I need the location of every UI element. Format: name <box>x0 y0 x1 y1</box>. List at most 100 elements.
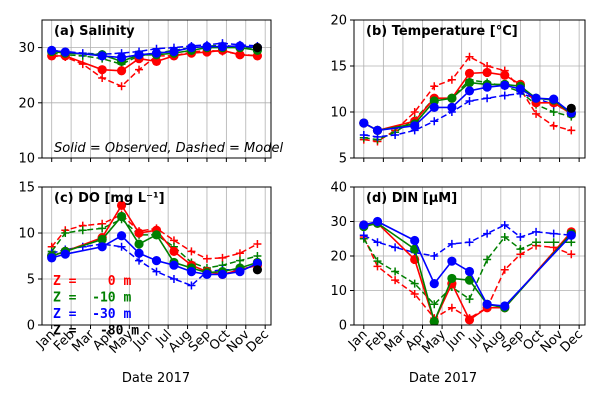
observed-point <box>116 211 127 222</box>
observed-point <box>202 41 212 52</box>
model-point <box>98 224 107 233</box>
observed-point <box>566 230 576 240</box>
observed-point <box>429 102 439 112</box>
model-point <box>373 238 382 247</box>
model-point <box>135 65 144 74</box>
observed-point <box>151 256 162 266</box>
observed-point <box>235 41 245 51</box>
model-point <box>447 303 456 312</box>
axes-frame <box>353 19 586 159</box>
model-point <box>447 75 456 84</box>
observed-point <box>482 82 492 92</box>
model-point <box>135 256 144 265</box>
y-tick-label: 10 <box>330 106 347 121</box>
observed-point <box>429 96 439 106</box>
observed-point <box>359 220 369 230</box>
y-tick-label: 15 <box>18 181 35 196</box>
observed-point <box>97 65 107 75</box>
observed-point <box>429 316 439 325</box>
model-point <box>465 295 474 304</box>
model-point <box>549 229 558 238</box>
observed-point <box>464 68 475 78</box>
observed-point <box>116 200 127 210</box>
observed-point <box>235 267 245 277</box>
y-tick-label: 20 <box>330 250 347 265</box>
observed-point <box>566 103 576 113</box>
model-point <box>532 227 541 236</box>
observed-point <box>60 47 70 57</box>
y-tick-label: 15 <box>330 60 347 75</box>
y-tick-label: 10 <box>18 152 35 167</box>
observed-point <box>134 50 144 60</box>
model-point <box>567 126 576 135</box>
model-point <box>253 240 262 249</box>
observed-point <box>97 51 107 61</box>
observed-point <box>464 77 475 88</box>
model-point <box>516 245 525 254</box>
observed-point <box>202 269 212 279</box>
model-point <box>373 257 382 266</box>
model-point <box>483 229 492 238</box>
model-point <box>169 275 178 283</box>
model-point <box>430 117 439 126</box>
y-tick-label: 40 <box>330 181 347 196</box>
model-point <box>500 91 509 100</box>
model-point <box>500 233 509 242</box>
observed-point <box>97 234 107 245</box>
y-tick-label: 30 <box>18 41 35 56</box>
model-point <box>465 238 474 247</box>
model-point <box>391 243 400 252</box>
y-tick-label: 5 <box>339 152 347 167</box>
observed-point <box>134 248 144 258</box>
observed-point <box>464 315 475 325</box>
x-tick-label: Jun <box>443 327 469 353</box>
model-point <box>152 267 161 276</box>
observed-point <box>447 102 457 112</box>
observed-point <box>186 267 197 277</box>
model-point <box>359 131 368 139</box>
observed-point <box>116 66 127 76</box>
model-point <box>483 255 492 264</box>
observed-point <box>515 84 525 94</box>
legend-entry: Z = 0 m <box>53 274 131 289</box>
model-point <box>500 220 509 229</box>
panel-salinity: 10 20 30 (a) Salinity <box>18 19 272 167</box>
model-point <box>549 108 558 116</box>
legend-entry: Z = -10 m <box>53 291 131 306</box>
series-group <box>359 216 576 325</box>
model-point <box>483 94 492 103</box>
observed-point <box>169 246 179 256</box>
observed-point <box>447 256 457 266</box>
model-point <box>500 265 509 274</box>
observed-point <box>186 43 197 53</box>
observed-point <box>134 239 144 249</box>
model-point <box>391 267 400 276</box>
observed-point <box>500 301 510 311</box>
observed-point <box>410 121 420 131</box>
observed-point <box>217 41 228 52</box>
observed-point <box>531 93 541 103</box>
observed-point <box>252 265 263 275</box>
observed-point <box>410 235 420 246</box>
observed-point <box>482 299 492 309</box>
panel-din: 010203040JanFebMarAprMayJunJulAugSepOctN… <box>330 181 586 357</box>
model-point <box>430 252 439 260</box>
x-tick-label: Dec <box>244 327 272 355</box>
observed-point <box>217 269 228 279</box>
observed-point <box>116 231 127 241</box>
model-point <box>391 131 400 139</box>
series-group <box>47 39 263 91</box>
observed-point <box>60 249 70 259</box>
observed-point <box>464 275 475 285</box>
model-point <box>218 253 227 262</box>
x-axis-label-right: Date 2017 <box>409 371 477 386</box>
observed-point <box>134 228 144 238</box>
model-point <box>202 254 211 263</box>
model-point <box>98 73 107 82</box>
model-point <box>410 289 419 298</box>
model-point <box>235 249 244 258</box>
series-group <box>359 52 576 146</box>
model-observed-note: Solid = Observed, Dashed = Model <box>54 141 283 156</box>
model-point <box>549 238 558 247</box>
